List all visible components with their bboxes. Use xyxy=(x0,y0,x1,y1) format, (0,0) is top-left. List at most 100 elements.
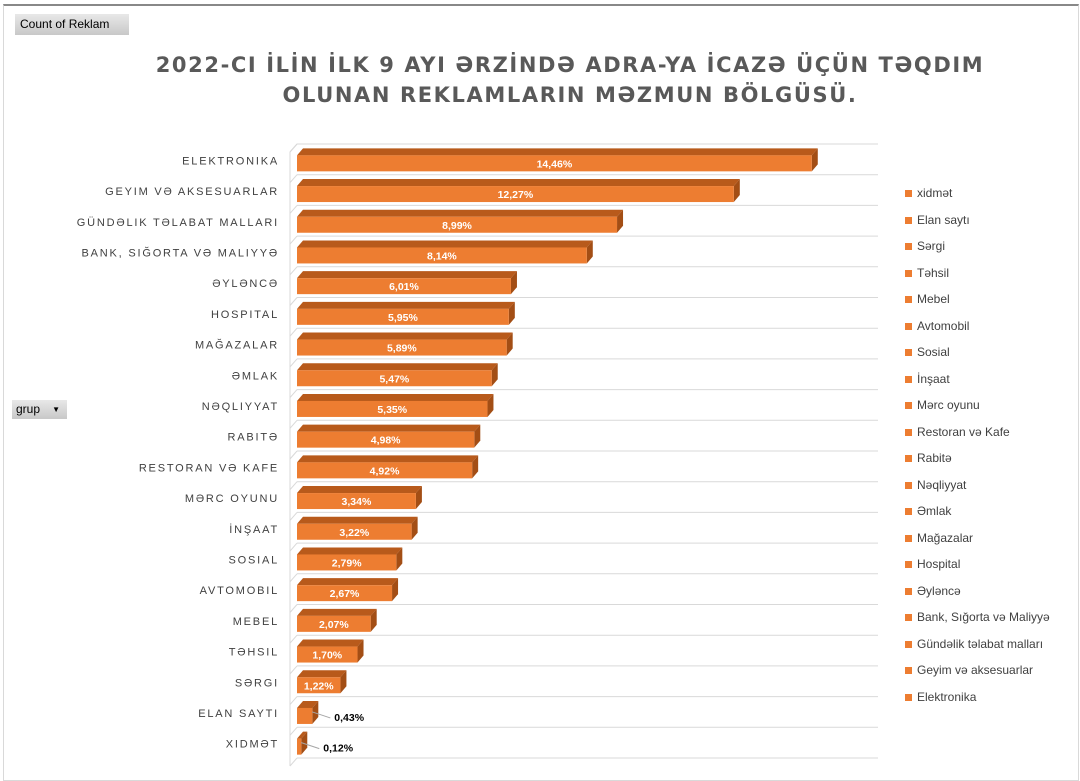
row-field-label: grup xyxy=(16,402,41,416)
bar-side xyxy=(508,301,515,325)
bar-side xyxy=(370,608,377,632)
leader-line xyxy=(312,711,331,719)
gridline xyxy=(289,604,298,613)
legend-item: Mağazalar xyxy=(905,531,1050,558)
legend-label: İnşaat xyxy=(917,371,950,386)
category-label: SƏRGI xyxy=(235,677,279,689)
row-field-filter-button[interactable]: grup ▼ xyxy=(12,400,67,419)
data-label: 5,35% xyxy=(377,404,407,416)
legend-swatch xyxy=(905,455,912,462)
legend-swatch xyxy=(905,561,912,568)
gridline xyxy=(289,297,298,306)
bar-top xyxy=(297,516,418,524)
value-field-button[interactable]: Count of Reklam xyxy=(15,14,129,35)
category-label: NƏQLIYYAT xyxy=(202,401,279,413)
legend-item: Hospital xyxy=(905,557,1050,584)
data-label: 5,95% xyxy=(388,312,418,324)
category-label: BANK, SIĞORTA VƏ MALIYYƏ xyxy=(81,246,279,259)
legend-swatch xyxy=(905,269,912,277)
bar-top xyxy=(297,670,347,678)
bar-side xyxy=(811,148,818,172)
bar-side xyxy=(357,639,364,663)
data-label: 1,22% xyxy=(304,680,334,692)
legend-item: İnşaat xyxy=(905,372,1050,399)
data-label: 8,14% xyxy=(427,250,457,262)
chart-title: 2022-CI İLİN İLK 9 AYI ƏRZİNDƏ ADRA-YA İ… xyxy=(150,50,990,110)
legend-label: Geyim və aksesuarlar xyxy=(917,663,1034,677)
bar-top xyxy=(297,393,494,401)
legend-swatch xyxy=(905,243,912,250)
bar-top xyxy=(297,608,377,616)
legend-swatch xyxy=(905,375,912,383)
data-label: 14,46% xyxy=(537,158,573,170)
bar-side xyxy=(733,179,740,203)
bar-side xyxy=(415,486,422,510)
legend-label: Restoran və Kafe xyxy=(917,424,1010,439)
bar xyxy=(297,431,475,448)
bar xyxy=(297,554,397,571)
gridline xyxy=(289,143,298,153)
bar-side xyxy=(487,393,494,417)
data-label: 6,01% xyxy=(389,281,419,293)
gridline xyxy=(289,512,298,521)
data-label: 3,22% xyxy=(339,527,369,539)
category-label: HOSPITAL xyxy=(211,309,279,321)
data-label: 2,67% xyxy=(330,588,360,600)
bar-side xyxy=(392,578,399,602)
category-label: GÜNDƏLIK TƏLABAT MALLARI xyxy=(77,217,279,229)
bar xyxy=(297,400,488,417)
bar-top xyxy=(297,271,517,279)
gridline xyxy=(289,696,298,705)
legend-item: Restoran və Kafe xyxy=(905,425,1050,452)
bar-top xyxy=(297,731,308,739)
category-label: TƏHSIL xyxy=(229,647,279,659)
bar xyxy=(297,216,618,233)
data-label: 0,43% xyxy=(334,712,364,724)
legend-item: Mərc oyunu xyxy=(905,398,1050,425)
gridline xyxy=(289,205,298,214)
gridline xyxy=(289,542,298,552)
bar-side xyxy=(474,424,481,448)
bar xyxy=(297,155,812,172)
data-label: 4,92% xyxy=(370,465,400,477)
bar-side xyxy=(340,670,347,694)
category-label: XIDMƏT xyxy=(226,739,279,751)
legend-item: Avtomobil xyxy=(905,319,1050,346)
dropdown-arrow-icon[interactable]: ▼ xyxy=(52,405,60,414)
gridline xyxy=(289,757,298,767)
data-label: 0,12% xyxy=(323,743,353,755)
bar-side xyxy=(617,209,624,233)
legend-item: xidmət xyxy=(905,186,1050,213)
bar xyxy=(297,585,393,602)
bar-top xyxy=(297,486,422,494)
category-label: İNŞAAT xyxy=(229,523,279,536)
bar xyxy=(297,677,341,694)
legend-item: Elektronika xyxy=(905,690,1050,717)
bar-top xyxy=(297,639,364,647)
category-label: GEYIM VƏ AKSESUARLAR xyxy=(105,186,279,198)
bar-top xyxy=(297,700,319,708)
data-label: 3,34% xyxy=(342,496,372,508)
category-label: MAĞAZALAR xyxy=(195,339,279,352)
bar-side xyxy=(411,516,418,540)
legend-label: Mağazalar xyxy=(917,530,974,545)
legend-swatch xyxy=(905,349,912,356)
category-label: ƏMLAK xyxy=(232,370,279,382)
category-label: ƏYLƏNCƏ xyxy=(212,278,279,290)
bar-top xyxy=(297,547,403,555)
legend-swatch xyxy=(905,296,912,303)
legend-swatch xyxy=(905,640,912,648)
legend-label: Sosial xyxy=(917,345,950,359)
legend-label: Rabitə xyxy=(917,451,952,465)
bar xyxy=(297,308,509,325)
legend-label: Elan saytı xyxy=(917,212,970,227)
title-line-1: 2022-CI İLİN İLK 9 AYI ƏRZİNDƏ ADRA-YA İ… xyxy=(155,53,985,77)
bar xyxy=(297,493,416,510)
bar-top xyxy=(297,179,740,187)
category-label: ELAN SAYTI xyxy=(198,708,279,720)
gridline xyxy=(289,726,298,736)
bar-top xyxy=(297,424,481,432)
legend-label: Əmlak xyxy=(917,504,952,518)
bar-top xyxy=(297,363,498,371)
